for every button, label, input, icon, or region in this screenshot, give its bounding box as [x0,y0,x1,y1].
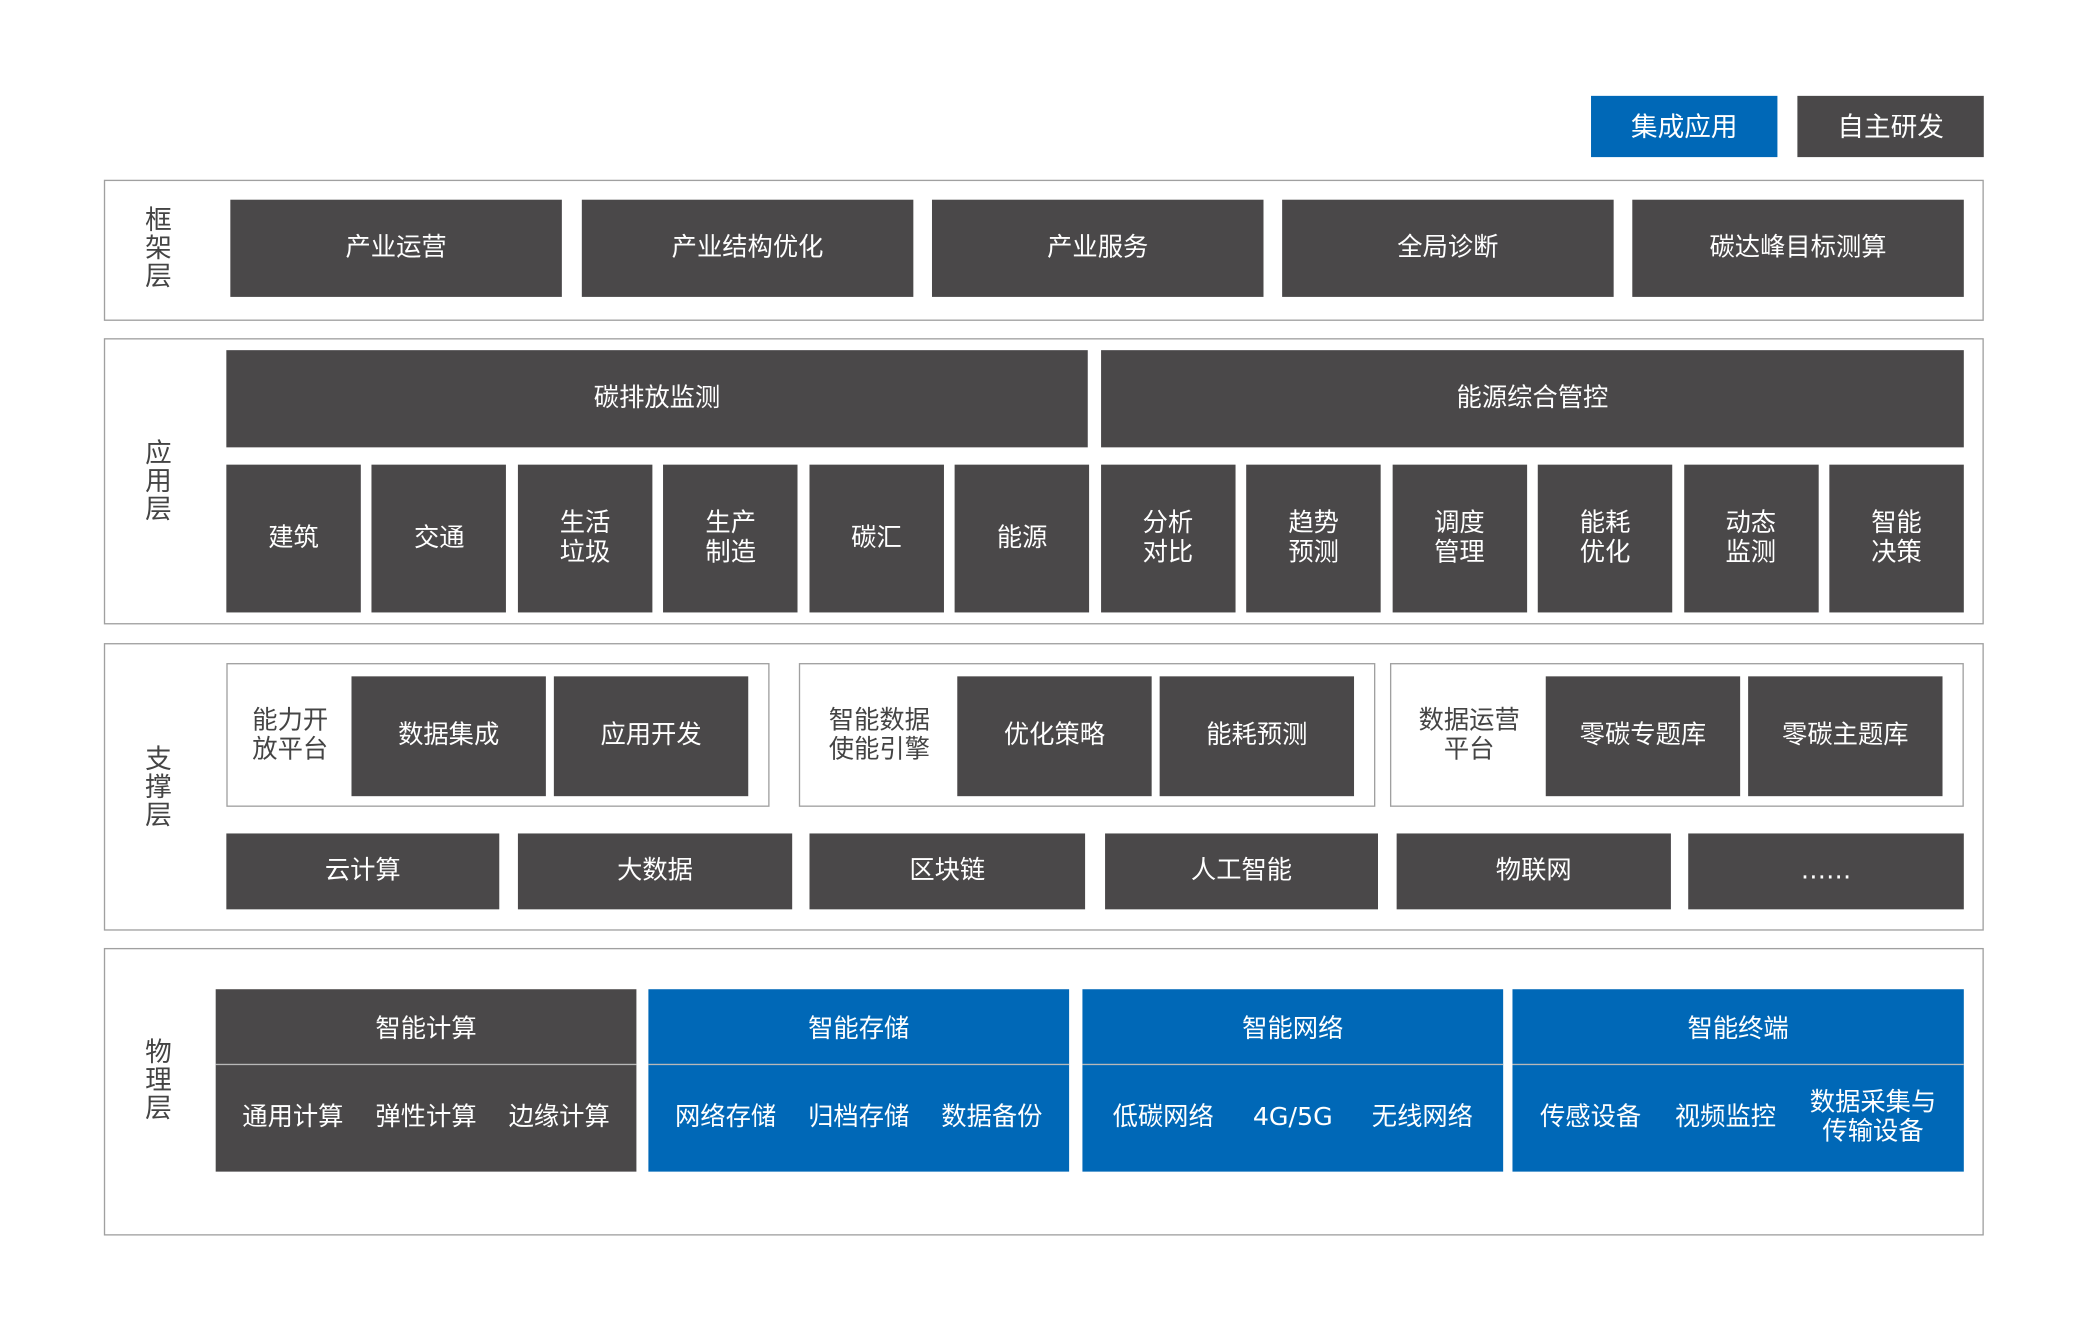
physical-item: 视频监控 [1674,1102,1777,1132]
physical-block-network: 智能网络 低碳网络 4G/5G 无线网络 [1082,989,1504,1172]
tech-item-more: …… [1688,833,1964,910]
platform-name: 数据运营 平台 [1418,705,1520,765]
application-item: 碳汇 [809,464,944,613]
application-group-energy-control: 能源综合管控 [1101,350,1964,448]
tech-item: 云计算 [226,833,500,910]
physical-block-title: 智能存储 [648,989,1070,1066]
physical-block-title: 智能终端 [1512,989,1964,1066]
application-layer-label: 应用层 [145,436,172,525]
support-layer-label: 支撑层 [145,742,172,831]
physical-item: 归档存储 [808,1102,910,1132]
platform-item: 零碳专题库 [1545,676,1741,797]
physical-item: 弹性计算 [375,1102,477,1132]
tech-item: 大数据 [517,833,793,910]
physical-item: 数据采集与 传输设备 [1809,1087,1937,1147]
physical-block-terminal: 智能终端 传感设备 视频监控 数据采集与 传输设备 [1512,989,1964,1172]
platform-item: 应用开发 [553,676,749,797]
application-item: 动态 监测 [1683,464,1819,613]
framework-item: 全局诊断 [1282,199,1614,297]
physical-item: 低碳网络 [1112,1102,1214,1132]
physical-item: 数据备份 [941,1102,1043,1132]
application-item: 交通 [372,464,507,613]
physical-item: 传感设备 [1539,1102,1642,1132]
platform-name: 智能数据 使能引擎 [828,705,930,765]
tech-item: 物联网 [1396,833,1671,910]
physical-block-title: 智能计算 [215,989,637,1066]
physical-item: 无线网络 [1371,1102,1473,1132]
tech-item: 人工智能 [1105,833,1378,910]
legend-self-developed: 自主研发 [1797,95,1984,158]
application-item: 趋势 预测 [1246,464,1381,613]
application-item: 分析 对比 [1100,464,1236,613]
framework-item: 碳达峰目标测算 [1632,199,1964,297]
application-item: 能源 [954,464,1090,613]
application-item: 调度 管理 [1392,464,1527,613]
physical-item: 通用计算 [242,1102,344,1132]
physical-block-storage: 智能存储 网络存储 归档存储 数据备份 [648,989,1070,1172]
legend-integrated: 集成应用 [1591,95,1778,158]
framework-item: 产业结构优化 [581,199,914,297]
physical-block-title: 智能网络 [1082,989,1504,1066]
physical-item: 4G/5G [1252,1102,1333,1132]
framework-item: 产业服务 [931,199,1264,297]
platform-item: 数据集成 [351,676,546,797]
physical-layer-label: 物理层 [145,1035,172,1124]
platform-name: 能力开 放平台 [252,705,329,765]
physical-block-computing: 智能计算 通用计算 弹性计算 边缘计算 [215,989,637,1172]
application-group-carbon-monitoring: 碳排放监测 [226,350,1088,448]
framework-layer-label: 框架层 [145,203,172,292]
application-items: 建筑 交通 生活 垃圾 生产 制造 碳汇 能源 分析 对比 趋势 预测 调度 管… [226,464,1964,613]
application-item: 建筑 [226,464,361,613]
physical-item: 网络存储 [674,1102,777,1132]
application-item: 生活 垃圾 [517,464,653,613]
physical-item: 边缘计算 [508,1102,610,1132]
application-item: 生产 制造 [663,464,798,613]
platform-item: 零碳主题库 [1748,676,1943,797]
framework-item: 产业运营 [230,199,562,297]
platform-item: 优化策略 [957,676,1152,797]
platform-item: 能耗预测 [1159,676,1355,797]
application-item: 能耗 优化 [1537,464,1673,613]
tech-item: 区块链 [809,833,1086,910]
application-item: 智能 决策 [1829,464,1964,613]
